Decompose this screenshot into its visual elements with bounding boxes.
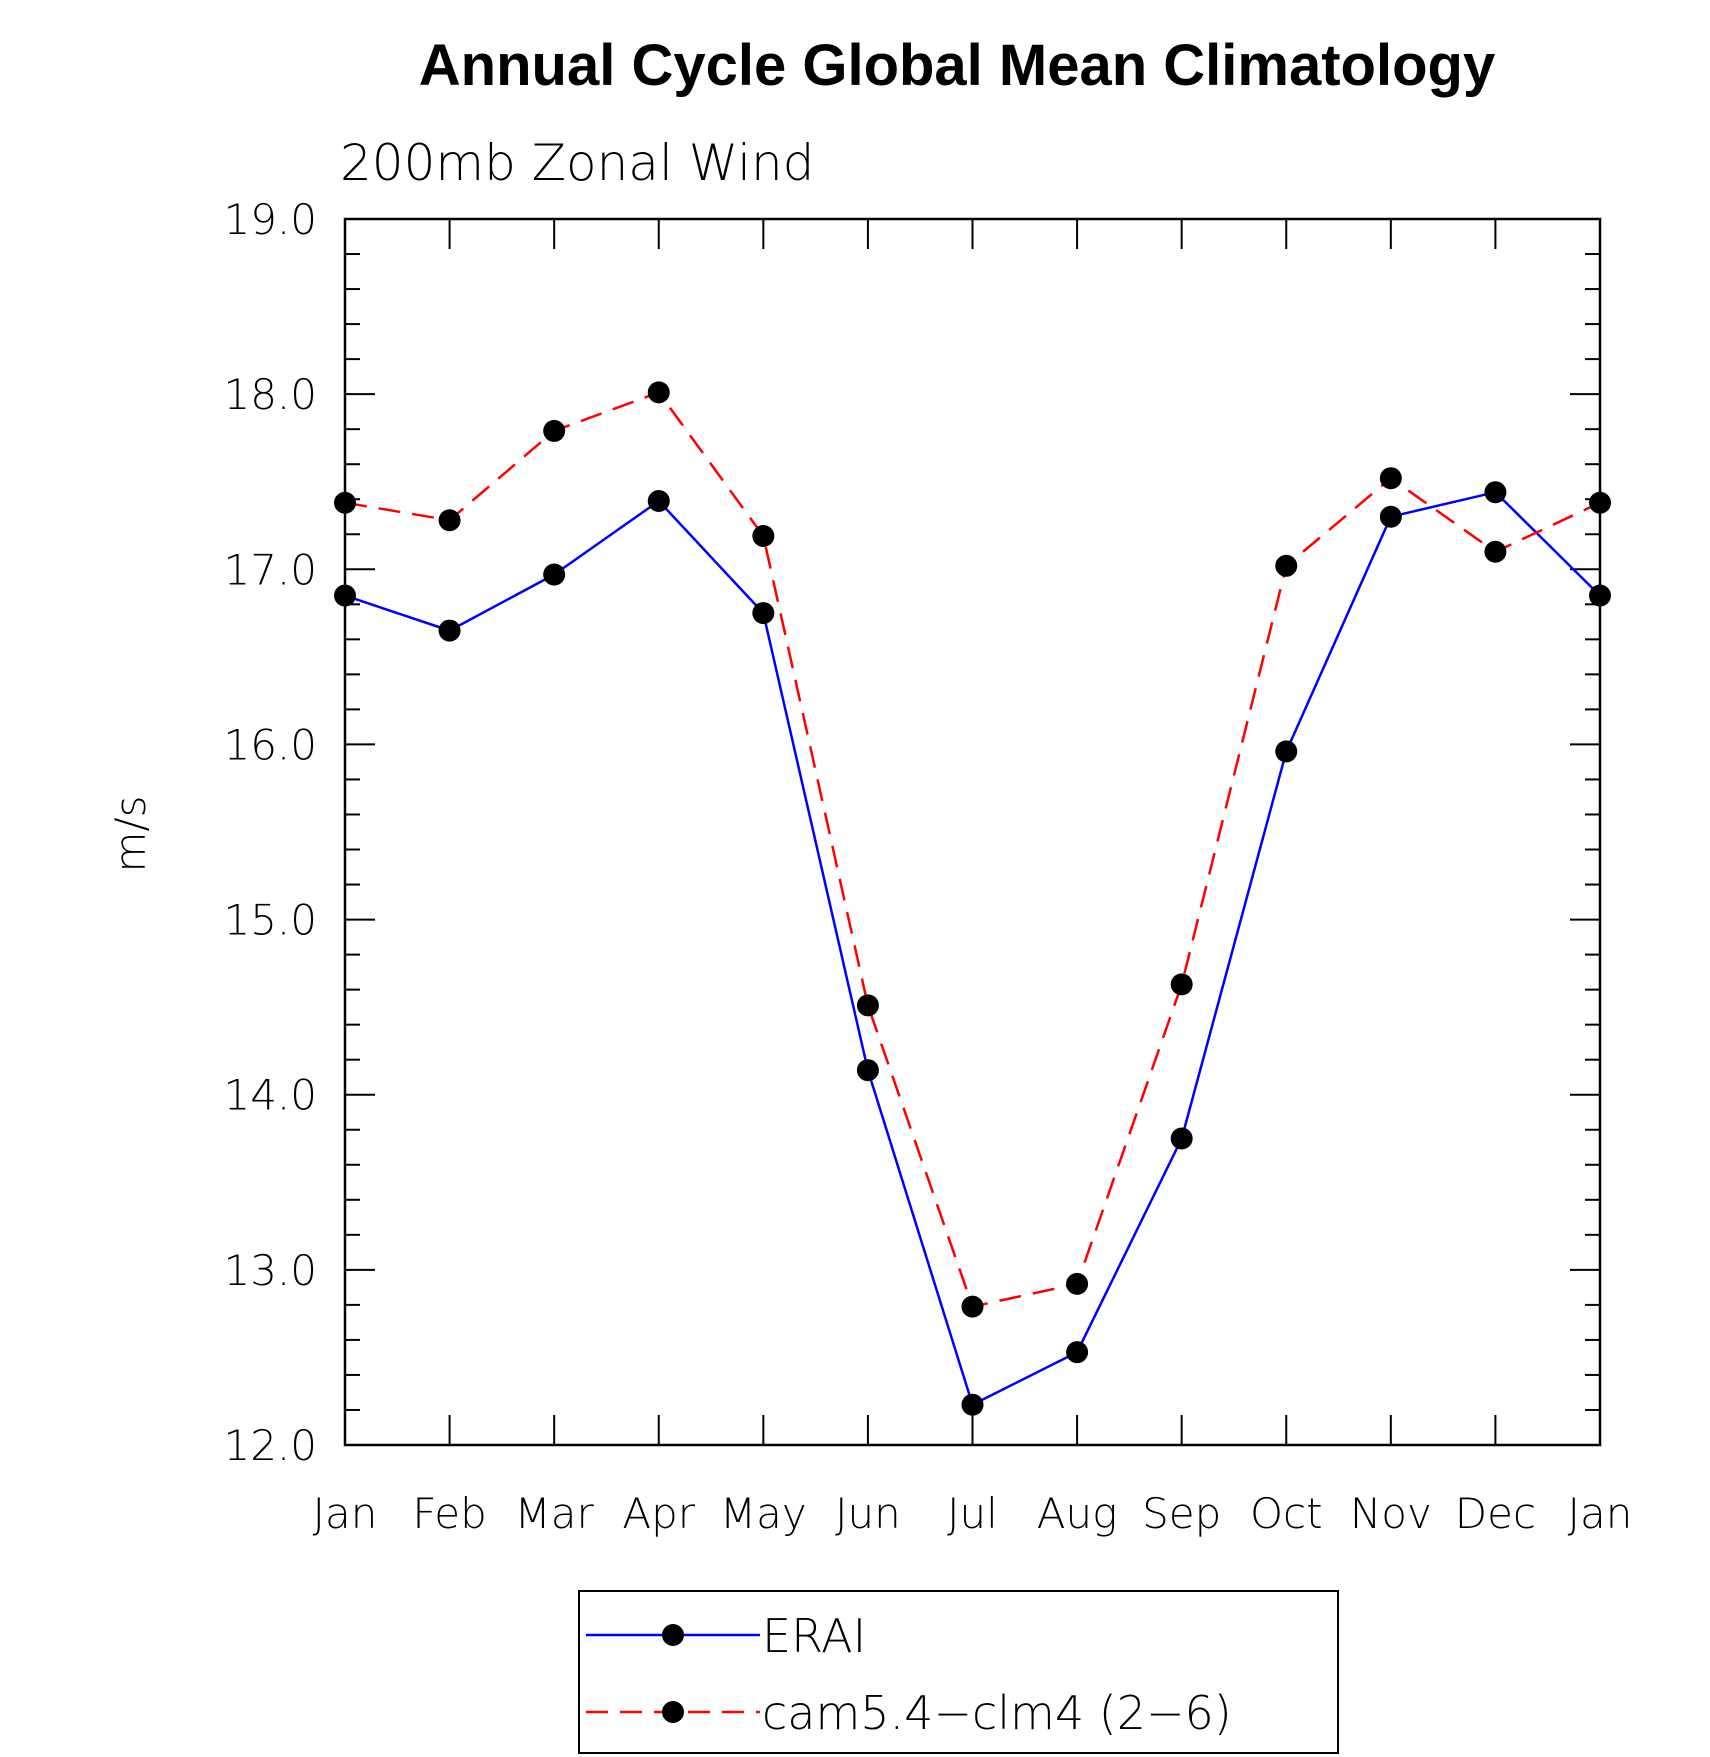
x-tick-label: Oct: [1250, 1489, 1323, 1538]
x-tick-label: Sep: [1142, 1489, 1221, 1538]
chart-subtitle: 200mb Zonal Wind: [340, 134, 814, 192]
legend-marker-erai: [662, 1624, 684, 1646]
data-point: [1170, 1127, 1193, 1150]
x-tick-label: Jul: [947, 1489, 998, 1538]
y-tick-label: 17.0: [223, 545, 317, 594]
y-axis-label: m/s: [106, 796, 155, 873]
data-point: [1170, 973, 1193, 996]
legend: ERAI cam5.4−clm4 (2−6): [578, 1590, 1339, 1754]
data-point: [856, 1059, 879, 1082]
data-point: [543, 563, 566, 586]
x-tick-label: Jan: [1568, 1489, 1633, 1538]
plot-axes: [343, 217, 1602, 1447]
data-point: [1589, 584, 1611, 607]
x-tick-label: Aug: [1037, 1489, 1118, 1538]
data-point: [647, 381, 670, 404]
x-tick-label: Jan: [313, 1489, 378, 1538]
data-point: [752, 525, 775, 548]
x-tick-label: Dec: [1455, 1489, 1536, 1538]
y-tick-label: 15.0: [223, 896, 317, 945]
data-point: [1379, 505, 1402, 528]
legend-label-cam5: cam5.4−clm4 (2−6): [762, 1686, 1232, 1740]
data-point: [961, 1393, 984, 1416]
data-point: [334, 584, 356, 607]
data-point: [1379, 467, 1402, 490]
data-point: [438, 509, 461, 532]
series-line: [344, 490, 1601, 1407]
x-tick-label: Mar: [515, 1489, 595, 1538]
axis-ticks: 12.0 13.0 14.0 15.0 16.0 17.0 18.0 19.0 Jan Feb Ma…: [223, 195, 1632, 1538]
y-tick-label: 19.0: [223, 195, 317, 244]
data-point: [1484, 481, 1507, 504]
x-tick-label: Jun: [835, 1489, 901, 1538]
series-line: [344, 390, 1601, 1309]
data-point: [334, 491, 356, 514]
data-point: [1589, 491, 1611, 514]
legend-label-erai: ERAI: [762, 1609, 866, 1663]
plot-frame: [343, 217, 1602, 1447]
data-point: [856, 994, 879, 1017]
series-layer: [334, 381, 1611, 1416]
data-point: [543, 419, 566, 442]
data-point: [752, 602, 775, 625]
data-point: [1275, 740, 1298, 763]
data-point: [1066, 1272, 1089, 1295]
data-point: [1066, 1341, 1089, 1364]
data-point: [1275, 554, 1298, 577]
y-tick-label: 18.0: [223, 370, 317, 419]
legend-marker-cam5: [662, 1701, 684, 1723]
data-point: [1484, 540, 1507, 563]
chart-title: Annual Cycle Global Mean Climatology: [419, 33, 1495, 98]
data-point: [647, 489, 670, 512]
data-point: [438, 619, 461, 642]
x-tick-label: May: [720, 1489, 807, 1538]
x-tick-label: Nov: [1350, 1489, 1432, 1538]
y-tick-label: 12.0: [223, 1421, 317, 1470]
y-tick-label: 14.0: [223, 1071, 317, 1120]
y-tick-label: 16.0: [223, 720, 317, 769]
data-point: [961, 1295, 984, 1318]
y-tick-label: 13.0: [223, 1246, 317, 1295]
x-tick-label: Feb: [412, 1489, 486, 1538]
legend-box: [578, 1590, 1339, 1754]
x-tick-label: Apr: [622, 1489, 695, 1538]
